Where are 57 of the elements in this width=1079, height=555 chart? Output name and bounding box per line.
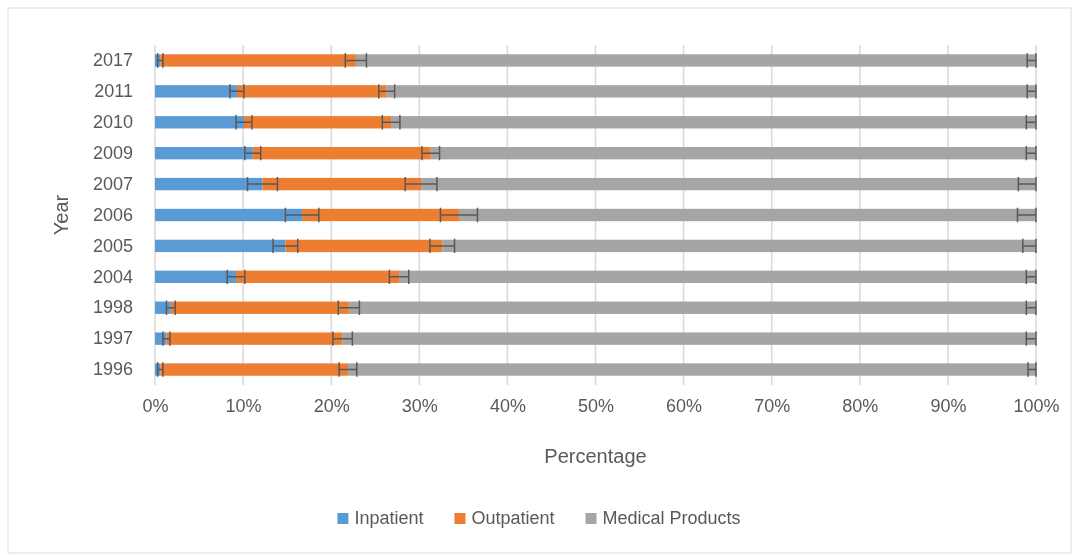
bar bbox=[155, 85, 237, 98]
x-tick-label: 50% bbox=[577, 395, 615, 416]
x-tick-label: 90% bbox=[930, 395, 967, 416]
bar bbox=[399, 270, 1036, 283]
bar bbox=[342, 332, 1036, 345]
legend-label: Outpatient bbox=[471, 508, 555, 528]
bar bbox=[155, 270, 237, 283]
y-tick-label: 2006 bbox=[92, 204, 133, 225]
x-tick-label: 70% bbox=[754, 395, 791, 416]
x-tick-label: 20% bbox=[313, 395, 350, 416]
x-tick-label: 60% bbox=[666, 395, 703, 416]
bar bbox=[442, 239, 1036, 253]
x-tick-label: 100% bbox=[1013, 395, 1060, 416]
y-tick-label: 2004 bbox=[92, 266, 133, 287]
bar bbox=[347, 363, 1036, 376]
y-tick-label: 1997 bbox=[92, 328, 133, 349]
bar bbox=[285, 239, 443, 253]
bar bbox=[391, 116, 1036, 129]
bar bbox=[155, 116, 244, 129]
legend-label: Medical Products bbox=[602, 508, 741, 528]
bar bbox=[236, 85, 387, 98]
x-tick-label: 10% bbox=[225, 395, 262, 416]
y-tick-label: 2011 bbox=[94, 81, 133, 102]
bar bbox=[160, 54, 356, 67]
bar bbox=[430, 147, 1036, 160]
bar bbox=[262, 177, 422, 191]
bar bbox=[155, 301, 171, 314]
bar bbox=[160, 363, 348, 376]
x-axis-title: Percentage bbox=[544, 445, 647, 467]
y-tick-label: 1998 bbox=[92, 297, 133, 318]
y-tick-label: 1996 bbox=[92, 359, 133, 380]
bar bbox=[348, 301, 1036, 314]
x-tick-label: 30% bbox=[401, 395, 438, 416]
y-axis-title: Year bbox=[50, 194, 72, 236]
bar bbox=[166, 332, 343, 345]
bar bbox=[458, 208, 1036, 222]
y-tick-label: 2009 bbox=[92, 142, 133, 163]
bar bbox=[355, 54, 1036, 67]
x-tick-label: 80% bbox=[842, 395, 879, 416]
legend-label: Inpatient bbox=[354, 508, 424, 528]
bar bbox=[302, 208, 459, 222]
bar bbox=[155, 147, 253, 160]
bar bbox=[243, 116, 392, 129]
bar bbox=[421, 177, 1036, 191]
x-tick-label: 0% bbox=[142, 395, 169, 416]
y-tick-label: 2005 bbox=[92, 235, 133, 256]
bar bbox=[155, 208, 303, 222]
bar bbox=[170, 301, 349, 314]
bar bbox=[252, 147, 431, 160]
y-tick-label: 2010 bbox=[92, 112, 133, 133]
bar bbox=[155, 177, 263, 191]
bar bbox=[386, 85, 1036, 98]
y-tick-label: 2007 bbox=[92, 173, 133, 194]
bar bbox=[155, 239, 286, 253]
y-tick-label: 2017 bbox=[92, 50, 133, 71]
x-tick-label: 40% bbox=[489, 395, 526, 416]
bar bbox=[236, 270, 400, 283]
